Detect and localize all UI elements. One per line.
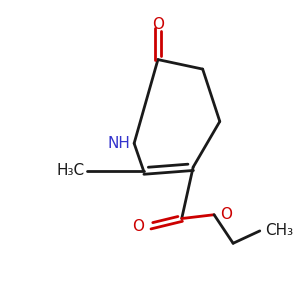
Text: H₃C: H₃C [56, 164, 85, 178]
Text: CH₃: CH₃ [266, 224, 294, 238]
Text: O: O [220, 207, 232, 222]
Text: NH: NH [107, 136, 130, 151]
Text: O: O [152, 17, 164, 32]
Text: O: O [133, 219, 145, 234]
